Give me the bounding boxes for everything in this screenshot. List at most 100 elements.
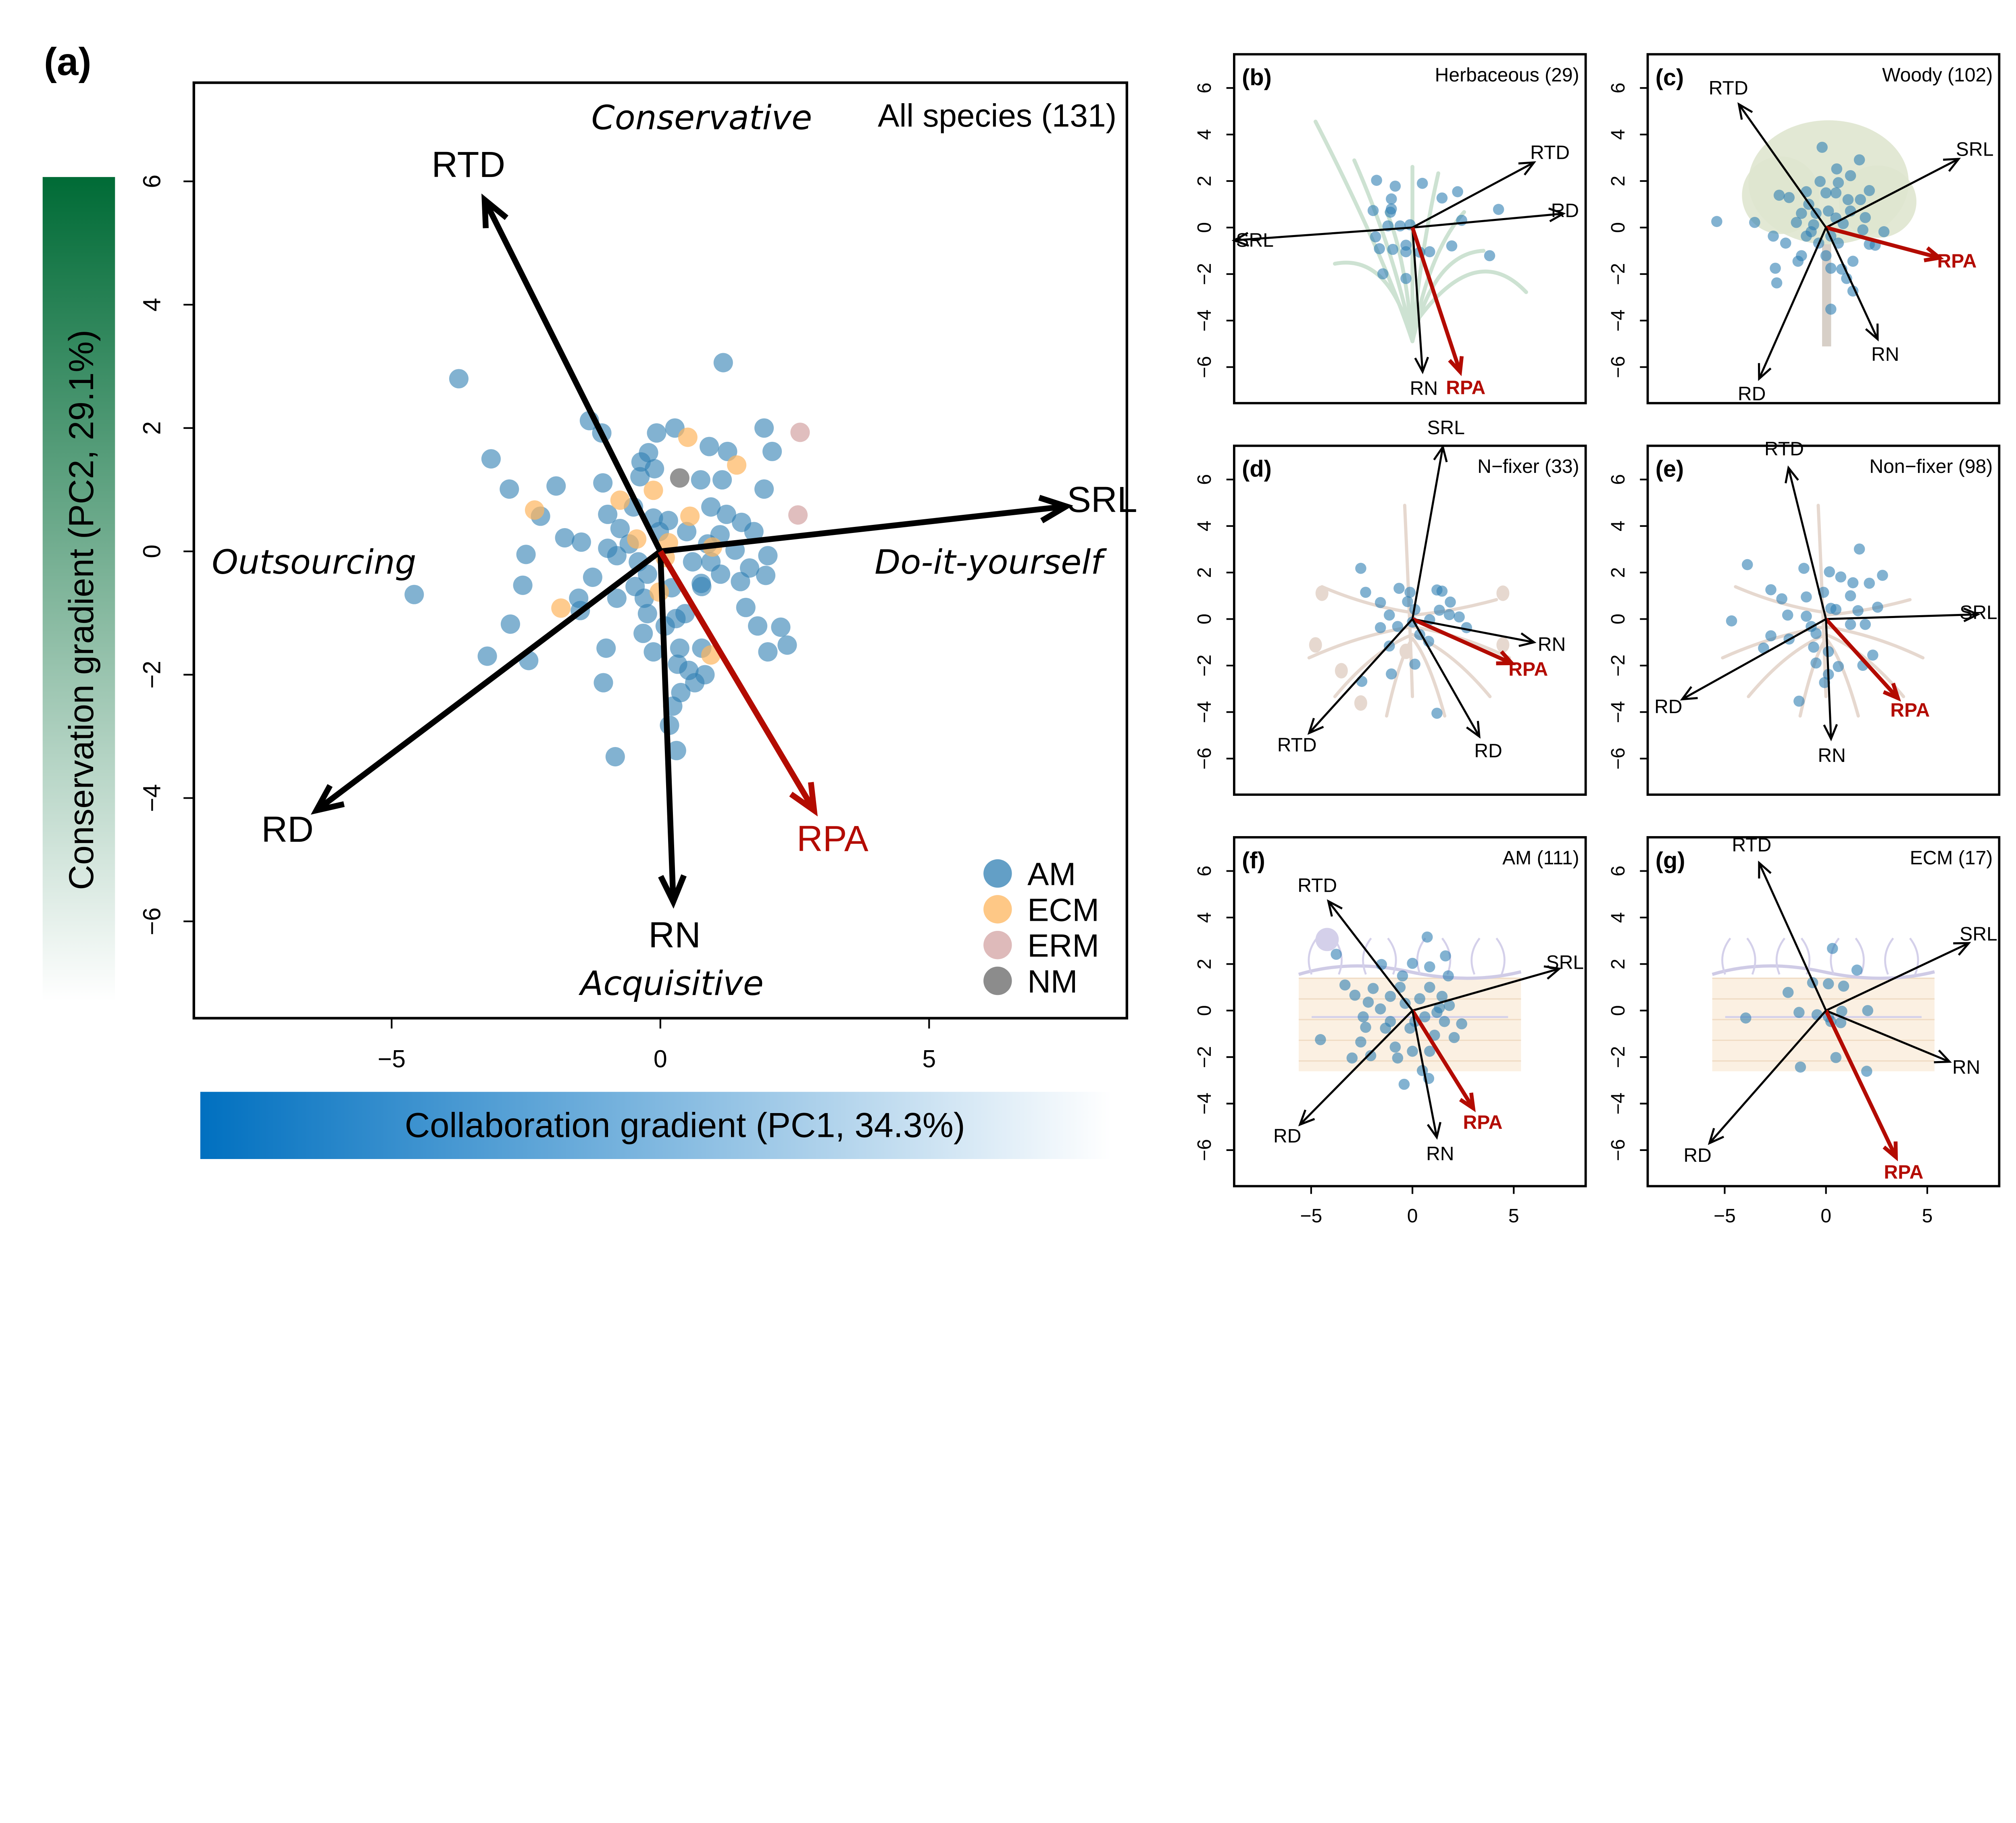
point-am xyxy=(1386,668,1397,680)
point-am xyxy=(1758,642,1769,654)
point-am xyxy=(748,616,768,636)
point-am xyxy=(1841,273,1852,284)
point-am xyxy=(1852,605,1864,616)
point-am xyxy=(598,504,618,524)
arrow-rtd: RTD xyxy=(431,145,663,553)
plot-frame xyxy=(1646,836,2001,1188)
quadrant-label-left: Outsourcing xyxy=(212,543,416,582)
point-am xyxy=(1845,170,1856,181)
point-am xyxy=(1867,649,1879,661)
arrow-rtd: RTD xyxy=(1709,77,1827,228)
y-tick-label: 2 xyxy=(138,421,165,435)
arrow-rpa: RPA xyxy=(1824,1009,1923,1183)
point-am xyxy=(1819,677,1830,688)
point-am xyxy=(644,642,663,662)
point-am xyxy=(596,638,616,658)
point-am xyxy=(1360,1022,1371,1033)
arrow-label-rd: RD xyxy=(1683,1145,1711,1166)
point-am xyxy=(1385,206,1396,218)
point-ecm xyxy=(610,490,630,510)
arrow-label-rd: RD xyxy=(1654,696,1682,718)
arrow-rtd: RTD xyxy=(1297,875,1414,1011)
point-am xyxy=(1355,1036,1366,1048)
point-am xyxy=(1796,208,1807,219)
y-tick-label: 6 xyxy=(138,175,165,188)
point-am xyxy=(630,467,650,487)
point-am xyxy=(1356,676,1368,687)
point-am xyxy=(744,522,764,541)
y-tick-label: 2 xyxy=(1193,176,1215,187)
x-tick-label: 5 xyxy=(1922,1205,1933,1227)
point-am xyxy=(477,646,497,666)
point-am xyxy=(1842,194,1854,205)
y-tick-label: 4 xyxy=(1607,129,1629,140)
point-am xyxy=(1436,991,1448,1002)
y-tick-label: −6 xyxy=(1607,747,1629,770)
point-am xyxy=(740,558,760,578)
arrow-label-srl: SRL xyxy=(1427,417,1465,439)
arrow-label-rpa: RPA xyxy=(1890,699,1930,721)
plot-frame xyxy=(1233,444,1587,796)
point-am xyxy=(1816,142,1828,153)
point-am xyxy=(1773,189,1785,201)
x-tick-label: −5 xyxy=(378,1045,406,1072)
arrow-label-rtd: RTD xyxy=(1732,834,1771,856)
y-tick-label: −4 xyxy=(1193,701,1215,723)
y-tick-label: 2 xyxy=(1607,176,1629,187)
point-am xyxy=(1825,262,1837,274)
point-am xyxy=(1484,250,1495,262)
point-am xyxy=(516,545,536,564)
arrow-rpa: RPA xyxy=(1824,618,1930,721)
point-am xyxy=(712,470,732,490)
plot-frame xyxy=(1646,444,2001,796)
point-am xyxy=(1414,993,1425,1005)
point-am xyxy=(1416,178,1428,189)
point-am xyxy=(1795,1061,1806,1073)
point-am xyxy=(1434,604,1445,616)
point-am xyxy=(1820,250,1832,262)
point-am xyxy=(1375,597,1386,608)
point-am xyxy=(1857,224,1868,235)
plot-frame xyxy=(1233,836,1587,1188)
point-am xyxy=(1768,230,1779,242)
point-am xyxy=(583,567,602,587)
arrow-label-rtd: RTD xyxy=(1277,734,1317,756)
point-am xyxy=(771,617,791,637)
point-ecm xyxy=(627,529,647,549)
point-am xyxy=(1375,622,1386,633)
arrow-srl: SRL xyxy=(1826,601,1997,623)
arrow-rd: RD xyxy=(1683,1010,1827,1166)
point-am xyxy=(1824,566,1835,578)
arrow-rd: RD xyxy=(1654,618,1826,718)
x-tick-label: 5 xyxy=(922,1045,936,1072)
point-am xyxy=(1424,982,1435,993)
point-am xyxy=(1845,619,1856,630)
point-am xyxy=(1847,256,1859,267)
y-tick-label: 4 xyxy=(1193,912,1215,923)
legend-label-ecm: ECM xyxy=(1027,891,1099,928)
point-am xyxy=(1791,216,1802,228)
arrow-label-rn: RN xyxy=(1410,378,1438,400)
point-am xyxy=(647,423,666,443)
point-am xyxy=(1860,619,1871,630)
point-am xyxy=(1400,273,1412,284)
point-am xyxy=(1793,695,1805,707)
plot-frame xyxy=(1233,53,1587,404)
point-am xyxy=(1443,1000,1455,1011)
point-am xyxy=(1431,708,1443,719)
arrow-label-srl: SRL xyxy=(1546,951,1584,973)
y-tick-label: 4 xyxy=(138,298,165,312)
arrow-label-srl: SRL xyxy=(1236,229,1273,251)
point-am xyxy=(1358,1011,1369,1023)
point-am xyxy=(1331,949,1342,960)
panel-b: −6 −4 −2 0 2 4 6 RTD SRL RD RN RPA Herbaceous (29) (b… xyxy=(1193,53,1587,404)
arrow-label-rtd: RTD xyxy=(1297,875,1337,897)
y-tick-label: −2 xyxy=(1193,655,1215,677)
plot-frame xyxy=(1646,53,2001,404)
arrow-label-rtd: RTD xyxy=(1530,142,1570,163)
point-am xyxy=(1825,304,1837,315)
point-am xyxy=(1810,657,1822,669)
arrow-label-rn: RN xyxy=(648,915,701,955)
point-am xyxy=(1349,989,1361,1001)
point-am xyxy=(1424,1045,1435,1057)
